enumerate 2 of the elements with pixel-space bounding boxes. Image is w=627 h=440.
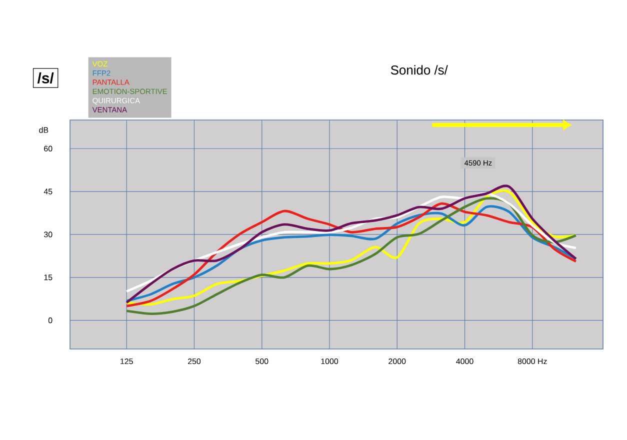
chart-title: Sonido /s/ <box>390 65 448 75</box>
text: /s/ <box>37 72 54 84</box>
